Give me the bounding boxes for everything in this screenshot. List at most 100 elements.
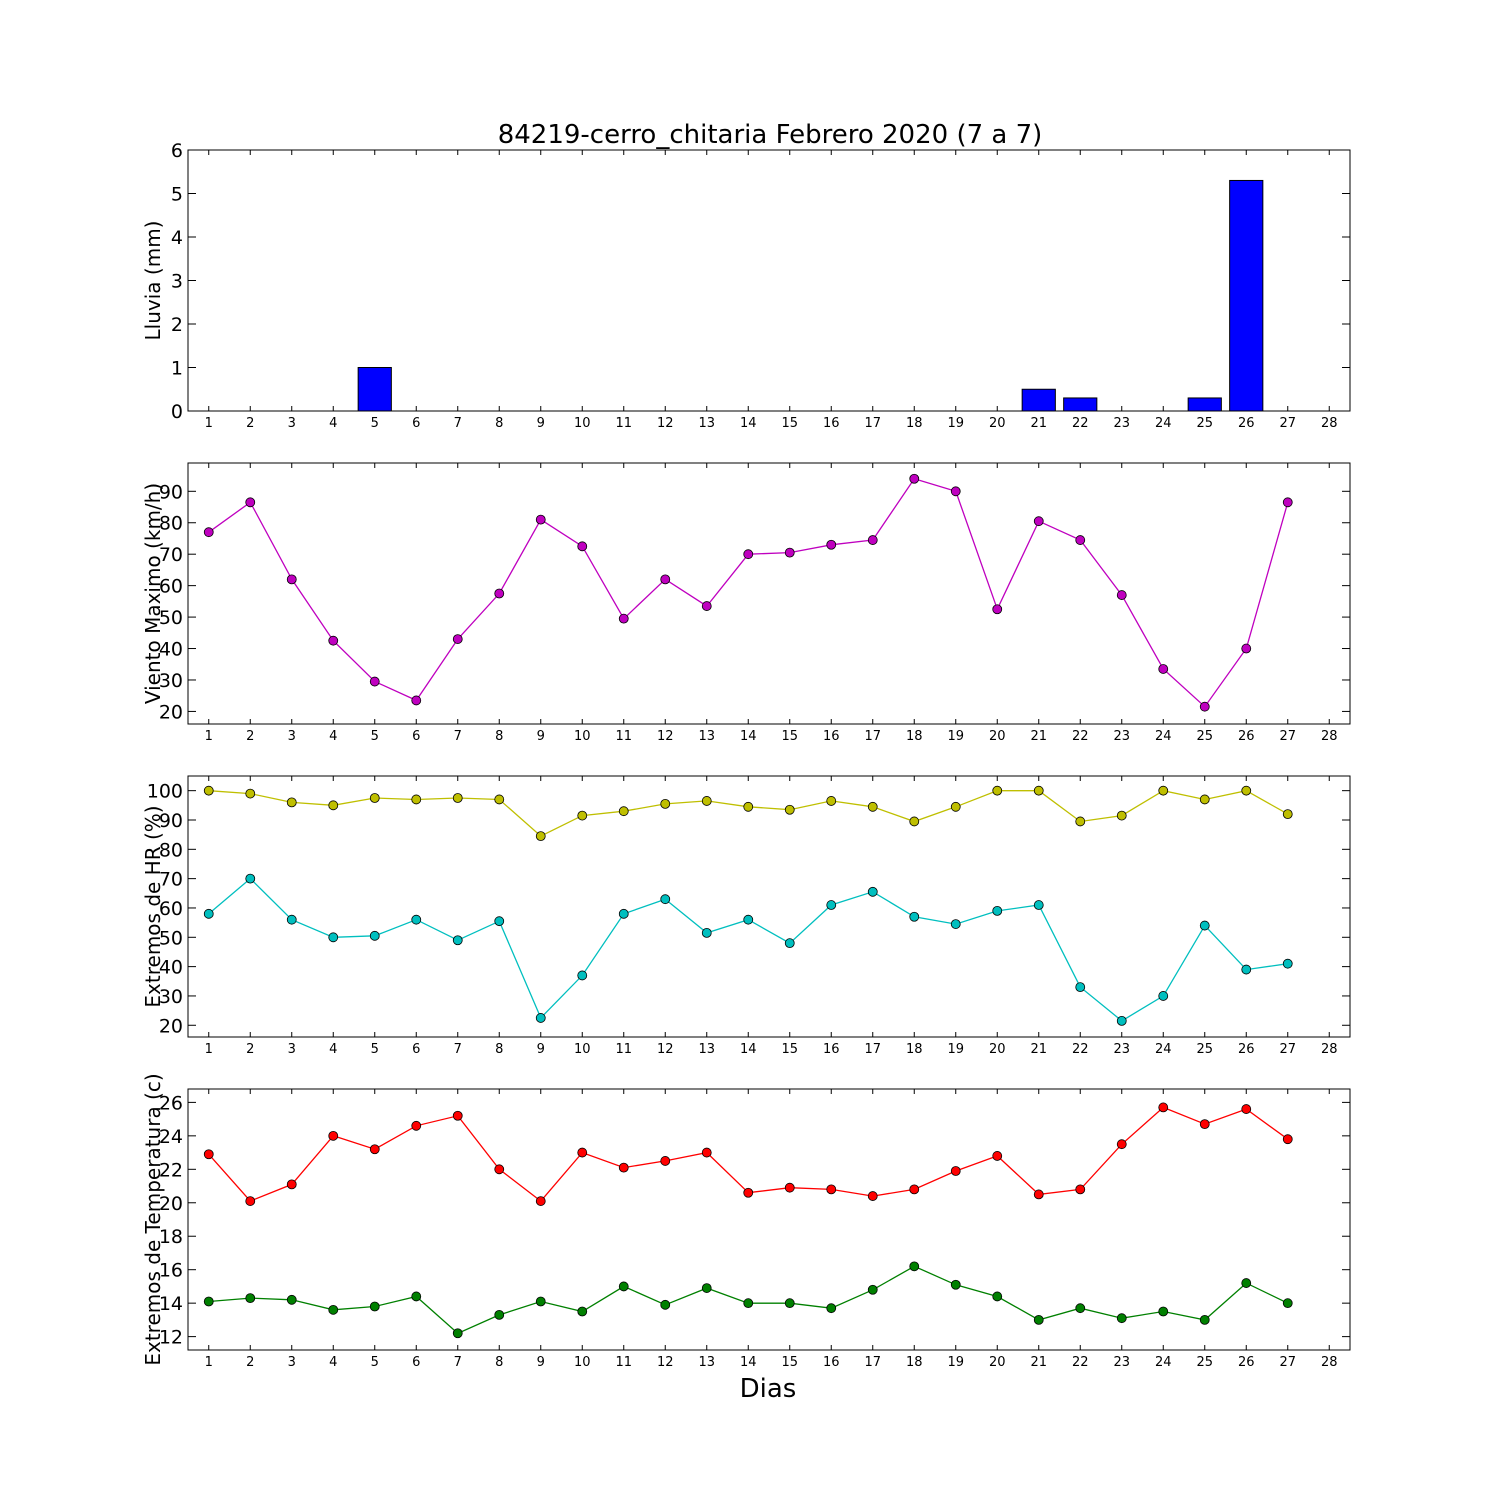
viento-series-1-point xyxy=(992,604,1003,615)
lluvia-x-tick-label: 2 xyxy=(246,416,254,431)
humedad-x-tick-label: 19 xyxy=(947,1042,964,1057)
humedad-series-1-point xyxy=(286,797,297,808)
humedad-x-tick-label: 27 xyxy=(1279,1042,1296,1057)
temperatura-series-1-point xyxy=(618,1162,629,1173)
panel-humedad: 1 2 3 4 5 6 7 8 9 10 11 12 13 14 15 16 17 18 19 20 21 22 23 24 2… xyxy=(141,775,1351,1057)
lluvia-x-tick-label: 1 xyxy=(205,416,213,431)
humedad-series-1-point xyxy=(867,801,878,812)
humedad-series-2-point xyxy=(1033,900,1044,910)
lluvia-x-tick-label: 11 xyxy=(615,416,632,431)
viento-series-1-point xyxy=(701,601,712,611)
temperatura-x-tick-label: 25 xyxy=(1196,1355,1213,1370)
humedad-y-tick-label: 50 xyxy=(159,927,183,949)
lluvia-bar xyxy=(1229,179,1264,412)
humedad-x-tick-label: 16 xyxy=(823,1042,840,1057)
humedad-x-tick-label: 20 xyxy=(989,1042,1006,1057)
humedad-x-tick-label: 14 xyxy=(740,1042,757,1057)
humedad-series-2-point xyxy=(1116,1015,1127,1026)
temperatura-x-tick-label: 27 xyxy=(1279,1355,1296,1370)
x-axis-label: Dias xyxy=(740,1374,797,1404)
humedad-series-2-point xyxy=(1241,964,1252,975)
humedad-y-tick-label: 70 xyxy=(159,869,183,891)
lluvia-x-tick-label: 27 xyxy=(1279,416,1296,431)
humedad-series-1-point xyxy=(660,798,671,809)
temperatura-x-tick-label: 1 xyxy=(205,1355,213,1370)
viento-series-1-point xyxy=(950,486,961,497)
viento-x-tick-label: 7 xyxy=(454,729,462,744)
temperatura-x-tick-label: 13 xyxy=(698,1355,715,1370)
lluvia-x-tick-label: 26 xyxy=(1238,416,1255,431)
humedad-series-1-point xyxy=(535,831,546,842)
humedad-x-tick-label: 7 xyxy=(454,1042,462,1057)
viento-x-tick-label: 1 xyxy=(205,729,213,744)
temperatura-series-2-point xyxy=(867,1284,878,1295)
humedad-x-tick-label: 26 xyxy=(1238,1042,1255,1057)
viento-series-1-point xyxy=(286,574,297,585)
temperatura-series-2-point xyxy=(909,1261,920,1272)
temperatura-series-1-point xyxy=(1158,1102,1169,1113)
viento-y-tick-label: 60 xyxy=(159,576,183,598)
viento-x-tick-label: 15 xyxy=(781,729,798,744)
viento-x-tick-label: 23 xyxy=(1113,729,1130,744)
humedad-y-axis-label: Extremos de HR (%) xyxy=(141,805,165,1007)
temperatura-y-tick-label: 26 xyxy=(159,1092,183,1114)
viento-series-1-point xyxy=(1075,535,1086,545)
viento-x-tick-label: 10 xyxy=(574,729,591,744)
humedad-x-tick-label: 13 xyxy=(698,1042,715,1057)
viento-series-1-point xyxy=(743,549,754,560)
humedad-series-1-point xyxy=(245,788,256,799)
humedad-series-1-point xyxy=(701,796,712,806)
lluvia-y-tick-label: 3 xyxy=(171,271,183,293)
viento-axes-frame xyxy=(187,462,1351,725)
temperatura-series-1-point xyxy=(535,1196,546,1206)
humedad-series-2-point xyxy=(328,932,339,943)
viento-x-tick-label: 13 xyxy=(698,729,715,744)
humedad-series-1-point xyxy=(992,785,1003,796)
humedad-x-tick-label: 21 xyxy=(1030,1042,1047,1057)
temperatura-x-tick-label: 17 xyxy=(864,1355,881,1370)
humedad-series-1-point xyxy=(1075,816,1086,827)
temperatura-x-tick-label: 3 xyxy=(288,1355,296,1370)
temperatura-x-tick-label: 14 xyxy=(740,1355,757,1370)
humedad-series-1-point xyxy=(1033,785,1044,796)
humedad-series-1-point xyxy=(784,804,795,815)
viento-series-1-point xyxy=(1199,701,1210,712)
humedad-series-2-point xyxy=(369,930,380,941)
viento-x-tick-label: 18 xyxy=(906,729,923,744)
lluvia-x-tick-label: 12 xyxy=(657,416,674,431)
humedad-x-tick-label: 9 xyxy=(537,1042,545,1057)
temperatura-series-1-point xyxy=(950,1166,961,1176)
lluvia-bar xyxy=(357,367,392,412)
viento-series-1-point xyxy=(826,539,837,550)
humedad-series-1-point xyxy=(411,794,422,805)
temperatura-series-2-point xyxy=(618,1281,629,1292)
humedad-series-2-point xyxy=(203,908,214,919)
humedad-series-2-point xyxy=(867,886,878,897)
lluvia-x-tick-label: 20 xyxy=(989,416,1006,431)
viento-series-1-point xyxy=(618,613,629,624)
viento-x-tick-label: 3 xyxy=(288,729,296,744)
lluvia-y-tick-label: 4 xyxy=(171,227,183,249)
lluvia-bar xyxy=(1187,397,1222,412)
temperatura-series-1-point xyxy=(784,1182,795,1193)
humedad-series-2-point xyxy=(743,914,754,925)
temperatura-x-tick-label: 26 xyxy=(1238,1355,1255,1370)
temperatura-series-1-point xyxy=(494,1164,505,1175)
temperatura-x-tick-label: 22 xyxy=(1072,1355,1089,1370)
temperatura-series-1-point xyxy=(660,1156,671,1166)
humedad-y-tick-label: 60 xyxy=(159,898,183,920)
temperatura-series-1-point xyxy=(1199,1119,1210,1130)
humedad-x-tick-label: 4 xyxy=(329,1042,337,1057)
humedad-x-tick-label: 8 xyxy=(495,1042,503,1057)
viento-series-1-point xyxy=(1241,643,1252,654)
viento-series-1-point xyxy=(369,676,380,687)
lluvia-x-tick-label: 28 xyxy=(1321,416,1338,431)
viento-series-1-point xyxy=(494,588,505,599)
humedad-series-2-point xyxy=(1199,920,1210,931)
viento-y-tick-label: 90 xyxy=(159,481,183,503)
viento-y-axis-label: Viento Maximo (km/h) xyxy=(141,483,165,704)
viento-series-1-point xyxy=(535,514,546,525)
lluvia-bar xyxy=(1021,388,1056,412)
chart-panels: 1 2 3 4 5 6 7 8 9 10 11 12 13 14 15 16 17 18 19 20 21 22 23 24 2… xyxy=(141,140,1351,1370)
temperatura-series-2-point xyxy=(950,1279,961,1290)
